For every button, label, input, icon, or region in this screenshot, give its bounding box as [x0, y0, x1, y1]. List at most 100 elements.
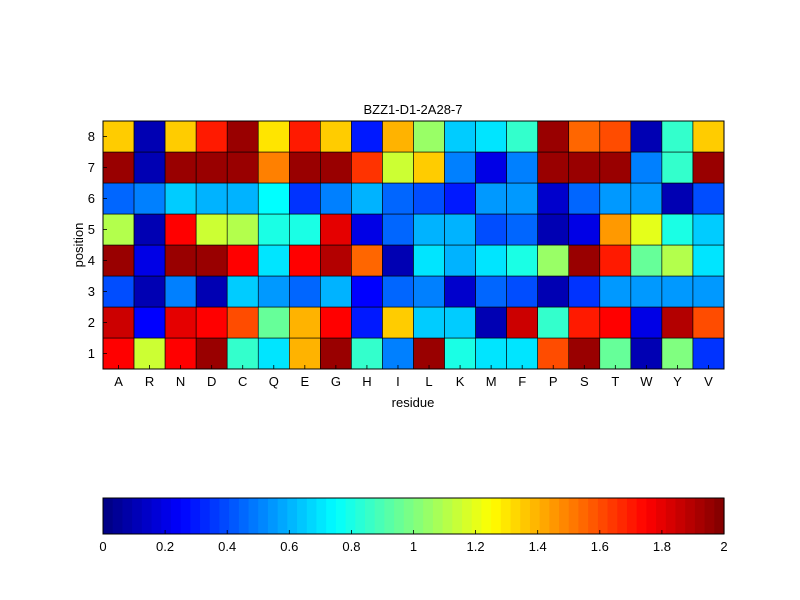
- heatmap-cell: [599, 151, 632, 184]
- heatmap-cell: [164, 182, 197, 215]
- heatmap-cell: [320, 306, 352, 339]
- colorbar-swatch: [481, 498, 492, 534]
- x-tick-label: S: [580, 374, 589, 389]
- heatmap-cell: [351, 306, 383, 339]
- heatmap-cell: [661, 120, 694, 153]
- colorbar-swatch: [364, 498, 376, 534]
- plot-frame: [102, 120, 725, 370]
- colorbar-swatch: [539, 498, 550, 534]
- colorbar-swatch: [520, 498, 531, 534]
- colorbar-swatch: [646, 498, 657, 534]
- colorbar-swatch: [355, 498, 366, 534]
- colorbar-swatch: [559, 498, 570, 534]
- colorbar-tick-label: 0.6: [280, 539, 298, 554]
- y-tick-label: 7: [88, 160, 95, 175]
- colorbar-swatch: [112, 498, 123, 534]
- y-tick-label: 6: [88, 191, 95, 206]
- heatmap-cell: [102, 182, 135, 215]
- heatmap-cell: [413, 275, 445, 308]
- heatmap-cell: [257, 151, 290, 184]
- heatmap-cell: [320, 120, 352, 153]
- heatmap-cell: [568, 213, 601, 246]
- colorbar-swatch: [229, 498, 240, 534]
- x-tick-label: Y: [673, 374, 682, 389]
- x-tick-label: M: [486, 374, 497, 389]
- heatmap-cell: [288, 275, 321, 308]
- heatmap-cell: [226, 182, 259, 215]
- colorbar-tick-label: 1.6: [591, 539, 609, 554]
- colorbar-swatch: [209, 498, 221, 534]
- y-tick-label: 1: [88, 346, 95, 361]
- heatmap-cell: [475, 337, 507, 370]
- colorbar-swatch: [510, 498, 521, 534]
- heatmap-cell: [288, 151, 321, 184]
- colorbar-tick-label: 1: [410, 539, 417, 554]
- heatmap-cell: [164, 120, 197, 153]
- colorbar-tick-labels: 0 0.2 0.4 0.6 0.8 1 1.2 1.4 1.6 1.8 2: [99, 530, 728, 554]
- heatmap-cell: [164, 213, 197, 246]
- heatmap-cell: [164, 275, 197, 308]
- heatmap-cell: [320, 275, 352, 308]
- colorbar-swatch: [656, 498, 667, 534]
- colorbar-swatch: [675, 498, 686, 534]
- colorbar-swatch: [287, 498, 298, 534]
- heatmap-cell: [102, 120, 135, 153]
- heatmap-cell: [288, 213, 321, 246]
- colorbar-tick-label: 0.2: [156, 539, 174, 554]
- colorbar-swatch: [161, 498, 172, 534]
- heatmap-cell: [568, 151, 601, 184]
- heatmap-cell: [661, 244, 694, 277]
- heatmap-cell: [257, 120, 290, 153]
- colorbar-swatch: [384, 498, 395, 534]
- heatmap-cell: [382, 120, 414, 153]
- heatmap-cell: [568, 337, 601, 370]
- colorbar-swatch: [306, 498, 318, 534]
- heatmap-cell: [195, 275, 228, 308]
- colorbar-swatch: [219, 498, 230, 534]
- x-tick-label: K: [456, 374, 465, 389]
- x-tick-label: L: [425, 374, 432, 389]
- colorbar-swatch: [617, 498, 628, 534]
- heatmap-cell: [257, 275, 290, 308]
- heatmap-cells: [102, 120, 725, 370]
- x-tick-label: F: [518, 374, 526, 389]
- heatmap-cell: [475, 213, 507, 246]
- colorbar-swatch: [704, 498, 715, 534]
- heatmap-cell: [630, 151, 663, 184]
- colorbar-swatch: [122, 498, 133, 534]
- heatmap-cell: [661, 337, 694, 370]
- colorbar-tick-label: 1.2: [467, 539, 485, 554]
- heatmap-cell: [506, 306, 538, 339]
- heatmap-cell: [630, 337, 663, 370]
- heatmap-cell: [351, 337, 383, 370]
- colorbar-swatch: [529, 498, 541, 534]
- heatmap-cell: [506, 275, 538, 308]
- colorbar-swatch: [607, 498, 618, 534]
- colorbar-tick-label: 2: [720, 539, 727, 554]
- heatmap-cell: [630, 182, 663, 215]
- colorbar-swatch: [170, 498, 182, 534]
- heatmap-cell: [506, 213, 538, 246]
- x-tick-label: I: [396, 374, 400, 389]
- heatmap-cell: [102, 244, 135, 277]
- x-tick-label: P: [549, 374, 558, 389]
- heatmap-cell: [444, 151, 476, 184]
- colorbar-swatch: [277, 498, 288, 534]
- y-tick-label: 5: [88, 222, 95, 237]
- colorbar-swatch: [578, 498, 589, 534]
- colorbar-swatch: [491, 498, 502, 534]
- heatmap-cell: [661, 213, 694, 246]
- heatmap-cell: [506, 151, 538, 184]
- heatmap-cell: [537, 120, 570, 153]
- heatmap-cell: [444, 244, 476, 277]
- x-tick-label: Q: [269, 374, 279, 389]
- heatmap-cell: [599, 120, 632, 153]
- heatmap-cell: [537, 275, 570, 308]
- heatmap-cell: [413, 306, 445, 339]
- colorbar-tick-label: 1.8: [653, 539, 671, 554]
- heatmap-cell: [133, 275, 166, 308]
- colorbar-swatch: [694, 498, 706, 534]
- heatmap-cell: [226, 275, 259, 308]
- heatmap-cell: [351, 275, 383, 308]
